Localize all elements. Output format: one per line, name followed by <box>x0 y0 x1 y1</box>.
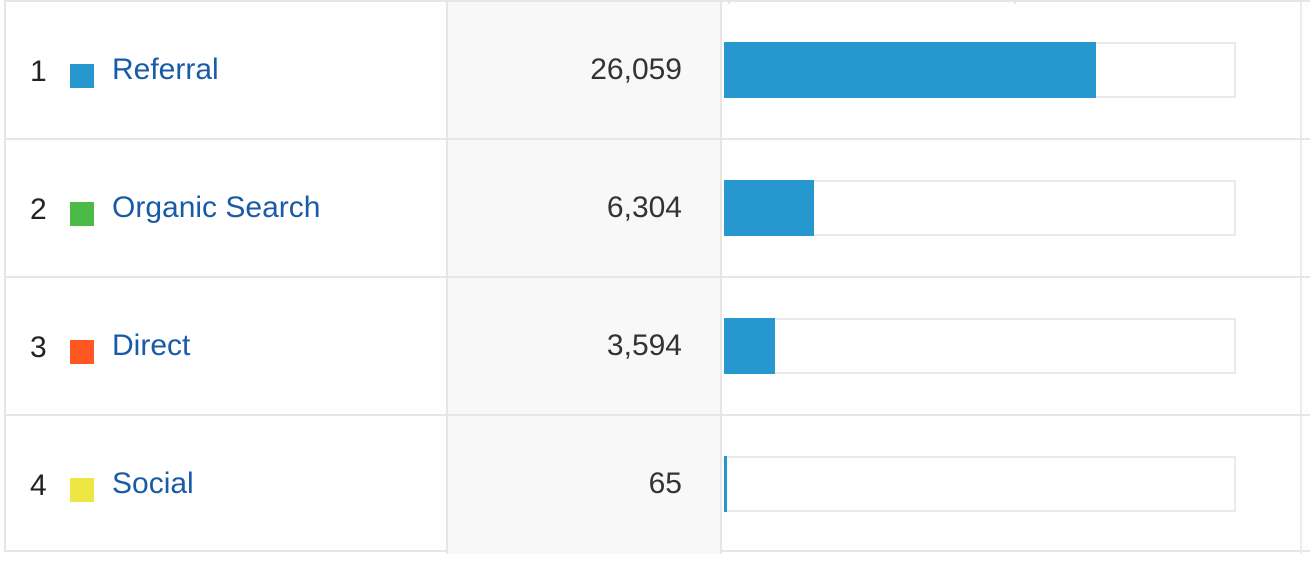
column-divider <box>1300 416 1302 554</box>
bar-cell <box>722 2 1310 138</box>
channel-cell: 4 Social <box>6 416 448 554</box>
bar-track <box>724 318 1236 374</box>
channel-link-social[interactable]: Social <box>112 467 194 500</box>
bar-fill <box>724 42 1096 98</box>
row-rank: 2 <box>30 193 47 226</box>
row-rank: 4 <box>30 469 47 502</box>
legend-swatch <box>70 64 94 88</box>
bar-cell <box>722 416 1310 554</box>
bar-fill <box>724 318 775 374</box>
table-row: 2 Organic Search 6,304 <box>6 140 1310 278</box>
legend-swatch <box>70 202 94 226</box>
table-row: 3 Direct 3,594 <box>6 278 1310 416</box>
channel-cell: 3 Direct <box>6 278 448 414</box>
table-top-border <box>6 0 1310 2</box>
channel-link-organic-search[interactable]: Organic Search <box>112 191 321 224</box>
column-divider <box>1300 2 1302 138</box>
row-value: 65 <box>648 467 682 500</box>
bar-track <box>724 456 1236 512</box>
row-value: 26,059 <box>590 53 682 86</box>
value-cell: 26,059 <box>448 2 722 138</box>
channel-link-referral[interactable]: Referral <box>112 53 219 86</box>
value-cell: 3,594 <box>448 278 722 414</box>
legend-swatch <box>70 340 94 364</box>
channel-cell: 2 Organic Search <box>6 140 448 276</box>
bar-fill <box>724 456 727 512</box>
row-rank: 3 <box>30 331 47 364</box>
channel-link-direct[interactable]: Direct <box>112 329 191 362</box>
value-cell: 6,304 <box>448 140 722 276</box>
legend-swatch <box>70 478 94 502</box>
table-row: 1 Referral 26,059 <box>6 2 1310 140</box>
channel-cell: 1 Referral <box>6 2 448 138</box>
bar-cell <box>722 140 1310 276</box>
channel-table: 1 Referral 26,059 2 Organic Search 6,304 <box>4 0 1310 554</box>
row-value: 6,304 <box>606 191 682 224</box>
table-row: 4 Social 65 <box>6 416 1310 554</box>
column-divider <box>1300 278 1302 414</box>
bar-cell <box>722 278 1310 414</box>
column-divider <box>1300 140 1302 276</box>
bar-fill <box>724 180 814 236</box>
header-tick <box>728 0 730 4</box>
row-value: 3,594 <box>606 329 682 362</box>
header-tick <box>1014 0 1016 4</box>
value-cell: 65 <box>448 416 722 554</box>
row-rank: 1 <box>30 55 47 88</box>
